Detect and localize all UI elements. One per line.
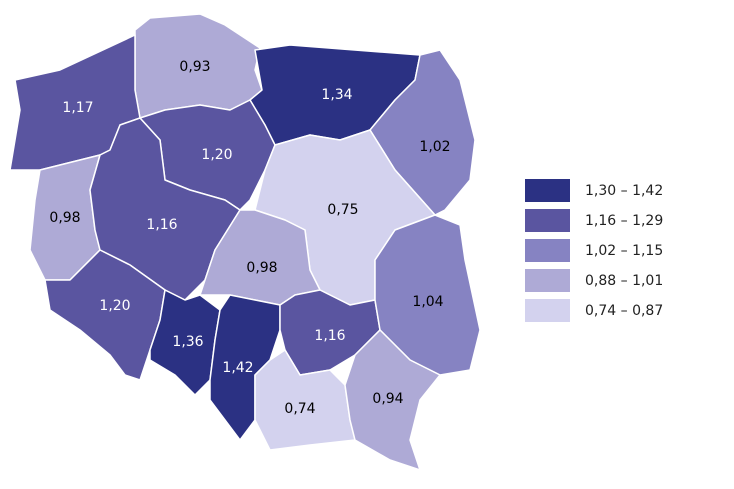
legend-swatch <box>525 299 570 322</box>
region-label: 1,17 <box>62 100 93 116</box>
legend-label: 1,02 – 1,15 <box>585 243 663 259</box>
region-label: 0,98 <box>246 260 277 276</box>
region-label: 1,16 <box>314 328 345 344</box>
region-label: 1,34 <box>321 87 352 103</box>
region-label: 1,20 <box>201 147 232 163</box>
region <box>149 289 221 396</box>
legend-label: 0,88 – 1,01 <box>585 273 663 289</box>
region-label: 0,74 <box>284 401 315 417</box>
region-label: 1,20 <box>99 298 130 314</box>
legend-swatch <box>525 239 570 262</box>
region-label: 0,93 <box>179 59 210 75</box>
region-label: 0,94 <box>372 391 403 407</box>
region-label: 1,16 <box>146 217 177 233</box>
legend-label: 0,74 – 0,87 <box>585 303 663 319</box>
region <box>344 329 441 471</box>
legend-label: 1,16 – 1,29 <box>585 213 663 229</box>
legend: 1,30 – 1,42 1,16 – 1,29 1,02 – 1,15 0,88 – … <box>525 179 663 322</box>
region-label: 1,42 <box>222 360 253 376</box>
legend-swatch <box>525 179 570 202</box>
region-label: 1,02 <box>419 139 450 155</box>
region-label: 0,75 <box>327 202 358 218</box>
legend-swatch <box>525 269 570 292</box>
region-label: 0,98 <box>49 210 80 226</box>
region-label: 1,36 <box>172 334 203 350</box>
legend-swatch <box>525 209 570 232</box>
region <box>369 49 476 216</box>
region-label: 1,04 <box>412 294 443 310</box>
legend-label: 1,30 – 1,42 <box>585 183 663 199</box>
